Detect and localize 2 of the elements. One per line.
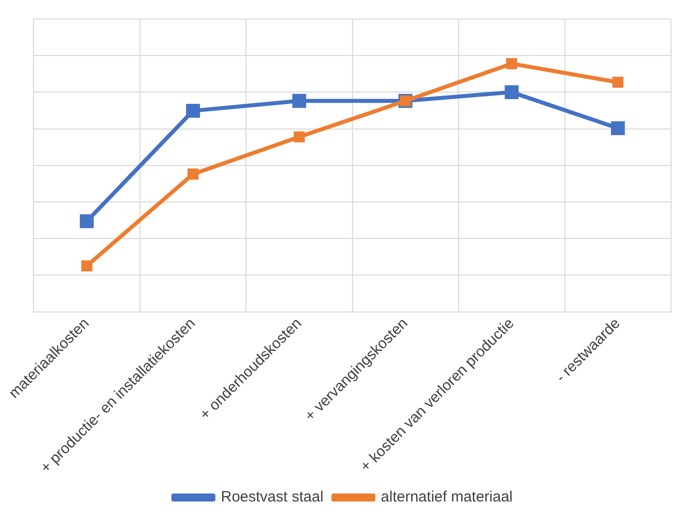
legend-label: Roestvast staal	[220, 488, 324, 506]
legend-label: alternatief materiaal	[380, 488, 513, 506]
